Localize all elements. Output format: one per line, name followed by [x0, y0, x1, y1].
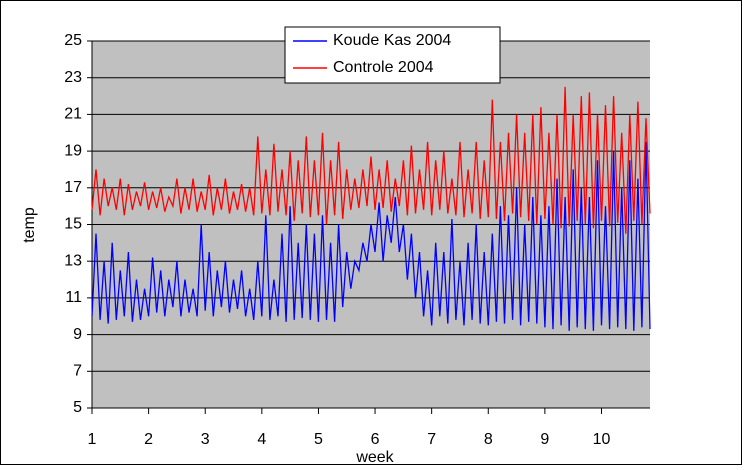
legend-label: Controle 2004 [333, 59, 434, 76]
x-tick-label: 2 [144, 431, 153, 448]
x-axis-label: week [355, 449, 394, 466]
y-tick-label: 5 [73, 399, 82, 416]
data-line [91, 141, 651, 331]
x-tick-label: 1 [88, 431, 97, 448]
legend-box [284, 26, 501, 84]
y-tick-label: 9 [73, 326, 82, 343]
y-tick-label: 19 [64, 142, 82, 159]
x-tick-label: 10 [593, 431, 611, 448]
x-tick-label: 4 [257, 431, 266, 448]
x-tick-label: 9 [540, 431, 549, 448]
y-tick-label: 17 [64, 179, 82, 196]
y-tick-label: 7 [73, 363, 82, 380]
x-tick-label: 3 [201, 431, 210, 448]
y-tick-label: 13 [64, 252, 82, 269]
y-tick-label: 23 [64, 69, 82, 86]
y-tick-label: 11 [65, 289, 82, 306]
y-tick-label: 25 [64, 32, 82, 49]
y-axis-label: temp [21, 207, 38, 243]
x-tick-label: 8 [484, 431, 493, 448]
x-tick-label: 7 [427, 431, 436, 448]
x-tick-label: 6 [371, 431, 380, 448]
y-tick-label: 15 [64, 216, 82, 233]
y-tick-label: 21 [64, 106, 82, 123]
legend-label: Koude Kas 2004 [333, 32, 451, 49]
x-tick-label: 5 [314, 431, 323, 448]
data-line [91, 86, 651, 234]
